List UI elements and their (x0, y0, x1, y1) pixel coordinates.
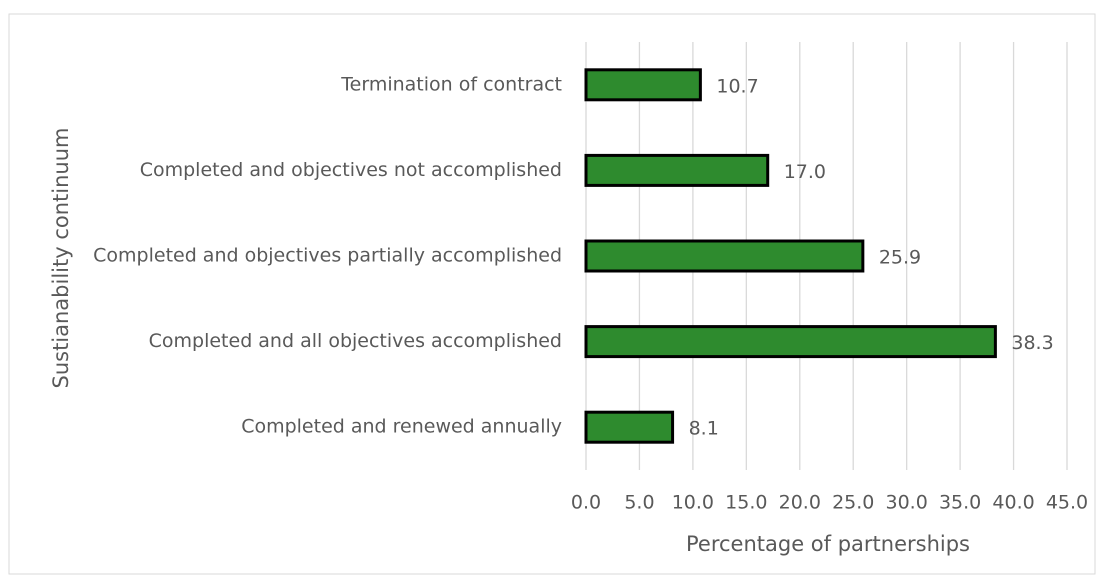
chart-frame (8, 13, 1096, 575)
y-tick-label: Completed and objectives not accomplishe… (140, 159, 562, 181)
bar (584, 153, 770, 187)
x-tick-label: 10.0 (672, 492, 714, 514)
x-tick-label: 35.0 (939, 492, 981, 514)
x-tick-label: 25.0 (832, 492, 874, 514)
data-label: 10.7 (716, 75, 758, 97)
y-tick-label: Completed and objectives partially accom… (93, 245, 562, 267)
x-tick-label: 20.0 (779, 492, 821, 514)
y-tick-label: Termination of contract (340, 73, 562, 95)
x-tick-label: 5.0 (624, 492, 654, 514)
x-tick-label: 0.0 (571, 492, 601, 514)
bar (584, 410, 675, 444)
x-tick-label: 15.0 (725, 492, 767, 514)
bar (584, 239, 865, 273)
bar (584, 325, 997, 359)
data-label: 8.1 (689, 418, 719, 440)
y-tick-label: Completed and renewed annually (241, 416, 562, 438)
x-tick-label: 40.0 (992, 492, 1034, 514)
data-label: 25.9 (879, 247, 921, 269)
x-axis-title: Percentage of partnerships (686, 532, 970, 556)
y-tick-label: Completed and all objectives accomplishe… (149, 330, 562, 352)
x-tick-label: 45.0 (1046, 492, 1088, 514)
y-axis-title: Sustianability continuum (49, 127, 73, 388)
data-label: 17.0 (784, 161, 826, 183)
bar (584, 68, 702, 102)
data-label: 38.3 (1011, 332, 1053, 354)
x-tick-label: 30.0 (886, 492, 928, 514)
